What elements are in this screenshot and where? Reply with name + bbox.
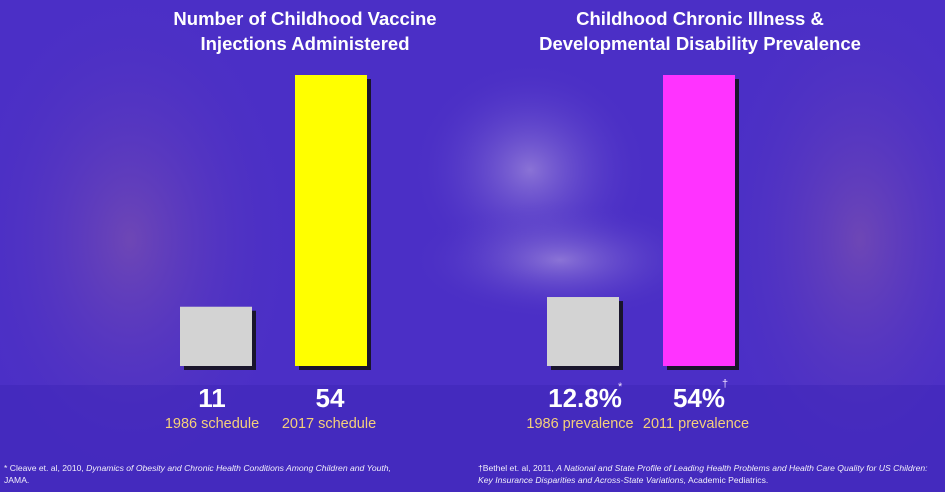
- right-bar-2-footnote-mark: †: [722, 378, 729, 390]
- left-bar-2-category-label: 2017 schedule: [281, 416, 377, 432]
- left-bar-1-value-label: 11: [198, 383, 226, 413]
- left-bar-1-category-label: 1986 schedule: [164, 416, 260, 432]
- right-bar-2: [663, 75, 735, 366]
- right-bar-1-category-label: 1986 prevalence: [526, 416, 634, 432]
- left-bar-2-value-label: 54: [315, 383, 345, 413]
- right-chart-title: Childhood Chronic Illness & Developmenta…: [539, 8, 861, 54]
- right-bar-1-value-label: 12.8%: [548, 383, 622, 413]
- right-citation: †Bethel et. al, 2011, A National and Sta…: [478, 463, 928, 485]
- left-bar-1: [180, 306, 252, 366]
- left-bar-2: [295, 75, 367, 366]
- left-chart-title: Number of Childhood Vaccine Injections A…: [173, 8, 437, 54]
- right-bar-2-value-label: 54%: [672, 383, 726, 413]
- right-bar-2-category-label: 2011 prevalence: [642, 416, 750, 432]
- right-bar-1-footnote-mark: *: [618, 381, 623, 393]
- right-bar-1: [547, 297, 619, 366]
- left-citation: * Cleave et. al, 2010, Dynamics of Obesi…: [4, 463, 391, 485]
